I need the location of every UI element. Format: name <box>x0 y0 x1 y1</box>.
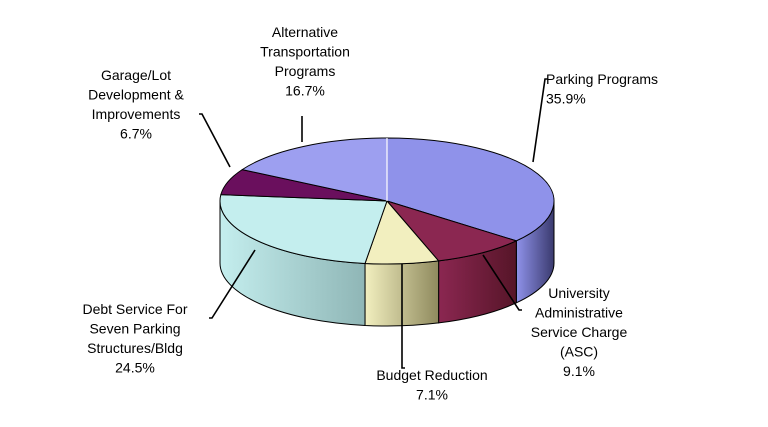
slice-name: Garage/Lot <box>101 67 171 83</box>
slice-name: Programs <box>275 63 336 79</box>
pie-slice <box>219 194 388 264</box>
slice-label: Debt Service For Seven Parking Structures/… <box>82 301 187 376</box>
leader-line <box>532 78 548 163</box>
slice-name: Parking Programs <box>546 71 658 87</box>
slice-percent: 16.7% <box>285 83 325 99</box>
pie-slice <box>386 200 517 262</box>
slice-name: Administrative <box>535 305 623 321</box>
slice-label: Budget Reduction 7.1% <box>376 367 487 403</box>
slice-name: (ASC) <box>560 344 598 360</box>
slice-percent: 24.5% <box>115 360 155 376</box>
slice-label: Alternative Transportation Programs 16.7% <box>260 24 350 99</box>
slice-name: Budget Reduction <box>376 367 487 383</box>
slice-name: University <box>548 285 609 301</box>
slice-name: Alternative <box>272 24 338 40</box>
slice-label: University Administrative Service Charge (A… <box>531 285 628 379</box>
leader-line <box>401 264 405 369</box>
slice-name: Seven Parking <box>89 321 180 337</box>
slice-name: Transportation <box>260 44 350 60</box>
slice-name: Development & <box>88 87 184 103</box>
slice-name: Structures/Bldg <box>87 340 183 356</box>
slice-name: Debt Service For <box>82 301 187 317</box>
pie-top-faces <box>219 137 555 265</box>
leader-line <box>199 113 231 168</box>
leader-line <box>209 249 256 319</box>
slice-label: Garage/Lot Development & Improvements 6.7% <box>88 67 184 142</box>
slice-name: Improvements <box>92 106 181 122</box>
slice-percent: 7.1% <box>416 387 448 403</box>
slice-percent: 6.7% <box>120 126 152 142</box>
pie-slice <box>241 137 388 202</box>
pie-slice <box>386 137 555 242</box>
slice-percent: 35.9% <box>546 91 586 107</box>
slice-name: Service Charge <box>531 324 628 340</box>
slice-percent: 9.1% <box>563 363 595 379</box>
slice-label: Parking Programs 35.9% <box>546 71 658 107</box>
leader-line <box>482 254 522 311</box>
